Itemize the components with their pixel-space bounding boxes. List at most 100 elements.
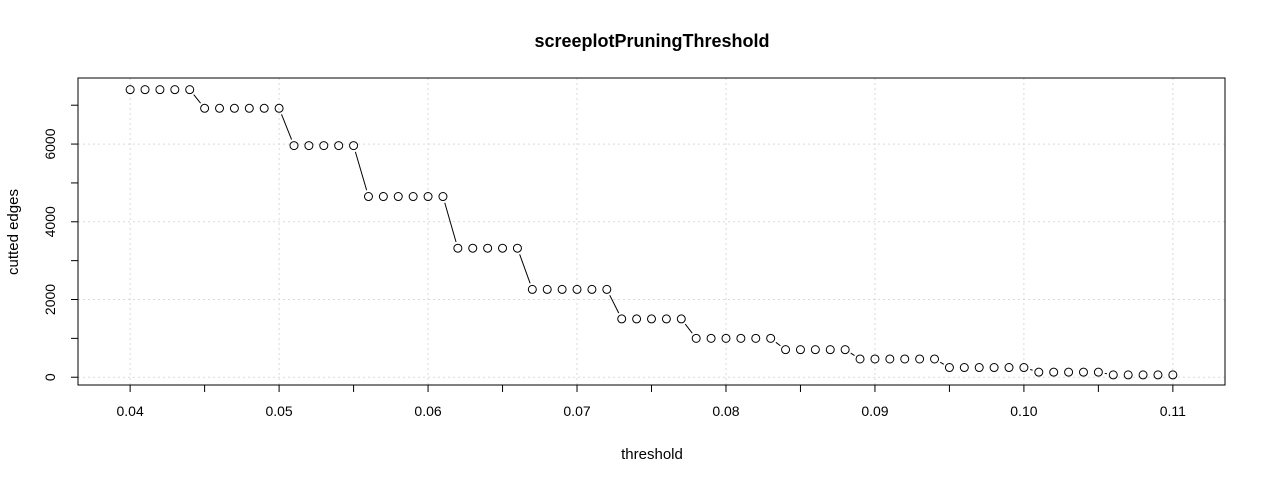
data-point: [840, 345, 850, 355]
data-point: [557, 284, 567, 294]
data-point: [408, 192, 418, 202]
data-point: [900, 354, 910, 364]
data-point: [587, 284, 597, 294]
x-tick-label: 0.07: [563, 403, 590, 419]
x-tick-label: 0.11: [1160, 403, 1186, 419]
y-tick-label: 2000: [42, 284, 58, 315]
data-point: [498, 243, 508, 253]
data-point: [1064, 367, 1074, 377]
y-axis: 0 2000 4000 6000: [42, 104, 79, 381]
step-line: [775, 341, 781, 347]
data-point: [319, 141, 329, 151]
data-point: [1153, 370, 1163, 380]
step-line: [354, 151, 368, 191]
data-point: [989, 363, 999, 373]
x-tick-label: 0.10: [1010, 403, 1037, 419]
data-point: [334, 141, 344, 151]
data-point: [915, 354, 925, 364]
data-point: [274, 103, 284, 113]
data-point: [378, 192, 388, 202]
data-point: [617, 314, 627, 324]
data-point: [661, 314, 671, 324]
data-point: [751, 333, 761, 343]
data-point: [527, 284, 537, 294]
data-point: [1019, 363, 1029, 373]
step-line: [519, 254, 531, 284]
x-tick-label: 0.05: [265, 403, 292, 419]
x-tick-label: 0.04: [117, 403, 144, 419]
data-point: [1138, 370, 1148, 380]
data-point: [259, 103, 269, 113]
data-point: [1078, 367, 1088, 377]
x-tick-label: 0.09: [861, 403, 888, 419]
data-point: [125, 85, 135, 95]
step-line: [939, 361, 945, 365]
data-point: [810, 345, 820, 355]
data-point: [453, 243, 463, 253]
data-point: [870, 354, 880, 364]
data-point: [676, 314, 686, 324]
data-point: [1168, 370, 1178, 380]
y-tick-label: 0: [42, 373, 58, 381]
y-tick-label: 6000: [42, 128, 58, 159]
data-point: [781, 345, 791, 355]
data-point: [483, 243, 493, 253]
data-point: [1093, 367, 1103, 377]
data-point: [185, 85, 195, 95]
step-line: [193, 94, 201, 104]
step-lines: [193, 94, 1107, 375]
data-point: [632, 314, 642, 324]
data-point: [170, 85, 180, 95]
data-point: [438, 192, 448, 202]
data-point: [200, 103, 210, 113]
data-point: [423, 192, 433, 202]
y-axis-label: cutted edges: [5, 189, 22, 275]
data-point: [229, 103, 239, 113]
x-axis-label: threshold: [621, 446, 683, 463]
chart-title: screeplotPruningThreshold: [534, 31, 769, 51]
step-line: [850, 352, 855, 356]
x-tick-label: 0.08: [712, 403, 739, 419]
plot-box: [77, 77, 1226, 386]
data-point: [1123, 370, 1133, 380]
step-line: [281, 114, 293, 140]
data-point: [572, 284, 582, 294]
data-point: [1049, 367, 1059, 377]
step-line: [444, 202, 457, 243]
data-points: [125, 85, 1178, 380]
data-point: [155, 85, 165, 95]
data-point: [468, 243, 478, 253]
y-tick-label: 4000: [42, 206, 58, 237]
data-point: [1108, 370, 1118, 380]
data-point: [602, 284, 612, 294]
data-point: [944, 363, 954, 373]
data-point: [959, 363, 969, 373]
x-axis: 0.04 0.05 0.06 0.07 0.08 0.09 0.10 0.11: [117, 384, 1186, 419]
data-point: [349, 141, 359, 151]
data-point: [721, 333, 731, 343]
data-point: [706, 333, 716, 343]
data-point: [795, 345, 805, 355]
data-point: [647, 314, 656, 324]
data-point: [512, 243, 522, 253]
data-point: [736, 333, 746, 343]
data-point: [825, 345, 835, 355]
data-point: [691, 333, 701, 343]
data-point: [974, 363, 984, 373]
data-point: [363, 192, 373, 202]
data-point: [1034, 367, 1044, 377]
data-point: [304, 141, 314, 151]
data-point: [215, 103, 225, 113]
data-point: [930, 354, 940, 364]
data-point: [855, 354, 865, 364]
step-line: [609, 294, 620, 314]
step-line: [684, 323, 693, 334]
data-point: [393, 192, 403, 202]
grid: [78, 78, 1225, 385]
x-tick-label: 0.06: [414, 403, 441, 419]
data-point: [1004, 363, 1014, 373]
data-point: [244, 103, 254, 113]
data-point: [289, 141, 299, 151]
data-point: [766, 333, 776, 343]
